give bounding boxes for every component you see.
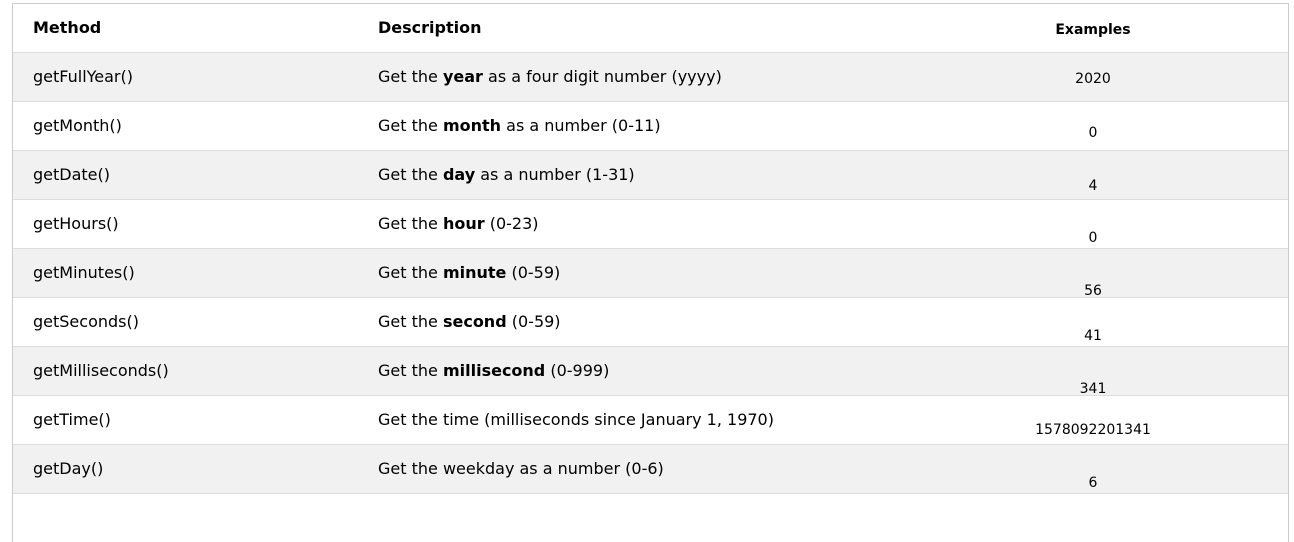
example-value: 2020 [1075,71,1111,87]
description-pre: Get the time (milliseconds since January… [378,410,774,429]
table-row: getDay() Get the weekday as a number (0-… [13,445,1288,494]
method-name: getTime() [33,410,111,429]
description-pre: Get the [378,263,443,282]
method-description: Get the year as a four digit number (yyy… [378,67,722,86]
table-row: getMilliseconds() Get the millisecond (0… [13,347,1288,397]
description-bold: month [442,116,502,135]
description-bold: minute [442,263,507,282]
table-row: getTime() Get the time (milliseconds sin… [13,396,1288,445]
description-bold: day [442,165,476,184]
table-row: getMinutes() Get the minute (0-59) 56 [13,249,1288,299]
description-pre: Get the [378,214,443,233]
description-post: (0-999) [545,361,610,380]
method-description: Get the time (milliseconds since January… [378,410,774,429]
description-post: as a number (0-11) [501,116,661,135]
method-description: Get the month as a number (0-11) [378,116,661,135]
method-name: getHours() [33,214,119,233]
method-description: Get the day as a number (1-31) [378,165,635,184]
method-name: getDay() [33,459,104,478]
description-post: as a number (1-31) [475,165,635,184]
description-pre: Get the [378,116,443,135]
table-row: getDate() Get the day as a number (1-31)… [13,151,1288,200]
description-bold: hour [442,214,485,233]
header-examples: Examples [1055,22,1131,38]
method-name: getMinutes() [33,263,135,282]
description-post: (0-59) [506,263,561,282]
example-value: 341 [1079,381,1107,397]
method-name: getMilliseconds() [33,361,169,380]
example-value: 1578092201341 [1035,422,1151,438]
example-value: 4 [1088,178,1098,194]
description-bold: year [442,67,483,86]
method-name: getDate() [33,165,110,184]
example-value: 0 [1088,230,1098,246]
table-row [13,494,1288,542]
method-name: getFullYear() [33,67,133,86]
description-post: (0-23) [484,214,539,233]
date-methods-table: Method Description Examples getFullYear(… [12,3,1289,542]
table-row: getFullYear() Get the year as a four dig… [13,53,1288,102]
example-value: 56 [1084,283,1102,299]
description-post: as a four digit number (yyyy) [482,67,722,86]
description-bold: millisecond [442,361,546,380]
table-row: getSeconds() Get the second (0-59) 41 [13,298,1288,347]
description-pre: Get the [378,165,443,184]
description-bold: second [442,312,507,331]
method-description: Get the minute (0-59) [378,263,560,282]
method-name: getSeconds() [33,312,139,331]
example-value: 0 [1088,125,1098,141]
method-description: Get the hour (0-23) [378,214,539,233]
table-header-row: Method Description Examples [13,4,1288,53]
description-pre: Get the [378,312,443,331]
example-value: 6 [1088,475,1098,491]
description-pre: Get the [378,361,443,380]
method-description: Get the millisecond (0-999) [378,361,609,380]
description-pre: Get the weekday as a number (0-6) [378,459,664,478]
method-description: Get the weekday as a number (0-6) [378,459,664,478]
header-description: Description [378,18,482,37]
table-row: getHours() Get the hour (0-23) 0 [13,200,1288,249]
method-name: getMonth() [33,116,122,135]
description-pre: Get the [378,67,443,86]
table-row: getMonth() Get the month as a number (0-… [13,102,1288,151]
header-method: Method [33,18,102,37]
example-value: 41 [1084,328,1102,344]
method-description: Get the second (0-59) [378,312,561,331]
description-post: (0-59) [506,312,561,331]
